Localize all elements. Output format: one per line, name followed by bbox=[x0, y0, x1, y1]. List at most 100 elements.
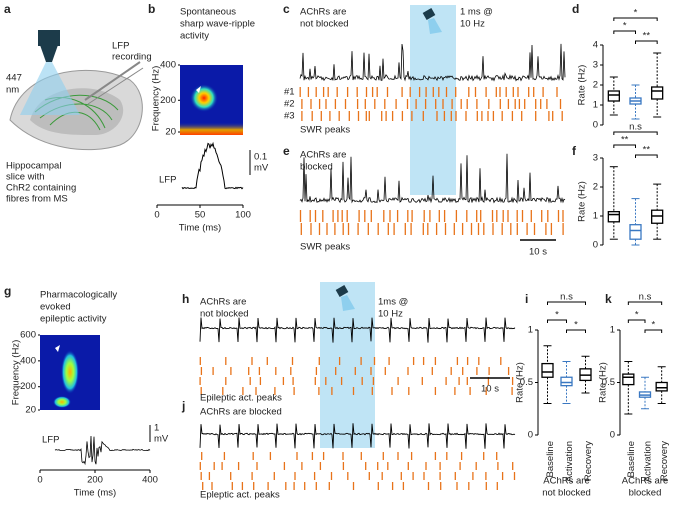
y-axis-label: Rate (Hz) bbox=[598, 362, 609, 403]
panel-title: sharp wave-ripple bbox=[180, 19, 255, 30]
category-label: Activation bbox=[643, 441, 654, 482]
lfp-trace bbox=[54, 435, 151, 466]
significance-label: ** bbox=[643, 145, 651, 156]
stim-label: 10 Hz bbox=[460, 19, 485, 30]
row-label: #2 bbox=[284, 99, 295, 110]
stim-window bbox=[410, 5, 456, 195]
scale-label: 0.1 bbox=[254, 152, 267, 163]
stim-label: 1 ms @ bbox=[460, 7, 493, 18]
panel-title: activity bbox=[180, 31, 209, 42]
category-label: Recovery bbox=[583, 441, 594, 481]
peaks-label: SWR peaks bbox=[300, 242, 350, 253]
condition-label: not blocked bbox=[300, 19, 349, 30]
significance-bracket bbox=[547, 319, 567, 323]
panel-title: evoked bbox=[40, 302, 71, 313]
significance-label: * bbox=[634, 8, 638, 19]
y-tick-label: 2 bbox=[593, 80, 598, 91]
box bbox=[622, 373, 635, 386]
panel-label: a bbox=[4, 2, 11, 16]
y-tick-label: 0 bbox=[610, 430, 615, 441]
peak-raster bbox=[199, 462, 514, 470]
panel-title: Pharmacologically bbox=[40, 290, 117, 301]
significance-bracket bbox=[627, 301, 663, 305]
panel-label: i bbox=[525, 292, 528, 306]
y-axis-label: Rate (Hz) bbox=[577, 65, 588, 106]
led-icon bbox=[422, 8, 442, 34]
panel-label: g bbox=[4, 284, 11, 298]
x-tick-label: 400 bbox=[142, 475, 158, 486]
box bbox=[541, 362, 554, 378]
wavelength-label: nm bbox=[6, 85, 19, 96]
condition-label: AChRs are bbox=[300, 150, 346, 161]
scale-label: mV bbox=[154, 434, 169, 445]
y-tick-label: 1 bbox=[528, 325, 533, 336]
category-label: Baseline bbox=[626, 441, 637, 477]
peak-raster bbox=[202, 482, 498, 490]
lfp-trace bbox=[299, 43, 566, 82]
significance-label: n.s bbox=[560, 292, 573, 303]
box bbox=[651, 86, 664, 100]
peak-raster bbox=[200, 367, 510, 375]
caption: ChR2 containing bbox=[6, 183, 76, 194]
significance-bracket bbox=[613, 144, 636, 148]
condition-label: not blocked bbox=[200, 309, 249, 320]
lfp-trace bbox=[299, 153, 566, 204]
trace-label: LFP bbox=[42, 435, 59, 446]
x-axis-label: Time (ms) bbox=[74, 488, 116, 499]
peak-raster bbox=[200, 472, 516, 480]
y-tick-label: 1 bbox=[593, 100, 598, 111]
significance-bracket bbox=[566, 329, 586, 333]
y-tick-label: 0 bbox=[593, 120, 598, 131]
caption: Hippocampal bbox=[6, 161, 61, 172]
y-axis-label: Rate (Hz) bbox=[577, 181, 588, 222]
y-axis-label: Frequency (Hz) bbox=[151, 66, 162, 131]
peaks-label: Epileptic act. peaks bbox=[200, 393, 282, 404]
x-tick-label: 0 bbox=[37, 475, 42, 486]
box bbox=[607, 90, 620, 102]
condition-label: blocked bbox=[629, 488, 662, 499]
spectrogram bbox=[40, 335, 100, 410]
x-tick-label: 200 bbox=[87, 475, 103, 486]
peak-raster bbox=[201, 452, 498, 460]
y-tick-label: 1 bbox=[593, 211, 598, 222]
wavelength-label: 447 bbox=[6, 73, 22, 84]
significance-label: n.s bbox=[639, 292, 652, 303]
panel-label: h bbox=[182, 292, 189, 306]
significance-label: ** bbox=[621, 135, 629, 146]
x-tick-label: 100 bbox=[235, 210, 251, 221]
slice-schematic bbox=[9, 30, 144, 151]
peak-raster bbox=[199, 357, 502, 365]
significance-label: * bbox=[651, 320, 655, 331]
trace-label: LFP bbox=[159, 175, 176, 186]
significance-bracket bbox=[644, 329, 663, 333]
y-tick-label: 200 bbox=[160, 95, 176, 106]
y-tick-label: 3 bbox=[593, 153, 598, 164]
peak-raster bbox=[299, 87, 558, 97]
stim-label: 10 Hz bbox=[378, 309, 403, 320]
scale-label: 10 s bbox=[481, 384, 499, 395]
spectrogram bbox=[180, 65, 243, 135]
panel-label: d bbox=[572, 2, 579, 16]
significance-bracket bbox=[635, 40, 658, 44]
panel-label: c bbox=[283, 2, 290, 16]
scale-label: 1 bbox=[154, 423, 159, 434]
peaks-label: SWR peaks bbox=[300, 125, 350, 136]
significance-bracket bbox=[613, 30, 636, 34]
lfp-trace bbox=[181, 141, 244, 190]
y-tick-label: 200 bbox=[20, 381, 36, 392]
y-axis-label: Frequency (Hz) bbox=[11, 340, 22, 405]
significance-bracket bbox=[635, 154, 658, 158]
y-tick-label: 0.5 bbox=[520, 377, 533, 388]
panel-label: e bbox=[283, 144, 290, 158]
box bbox=[655, 381, 668, 392]
significance-bracket bbox=[547, 301, 586, 305]
y-tick-label: 20 bbox=[25, 405, 36, 416]
panel-title: Spontaneous bbox=[180, 7, 236, 18]
panel-label: b bbox=[148, 2, 155, 16]
condition-label: AChRs are blocked bbox=[200, 407, 282, 418]
peak-raster bbox=[301, 99, 562, 109]
y-axis-label: Rate (Hz) bbox=[515, 362, 526, 403]
y-tick-label: 400 bbox=[20, 355, 36, 366]
peak-raster bbox=[200, 387, 513, 395]
